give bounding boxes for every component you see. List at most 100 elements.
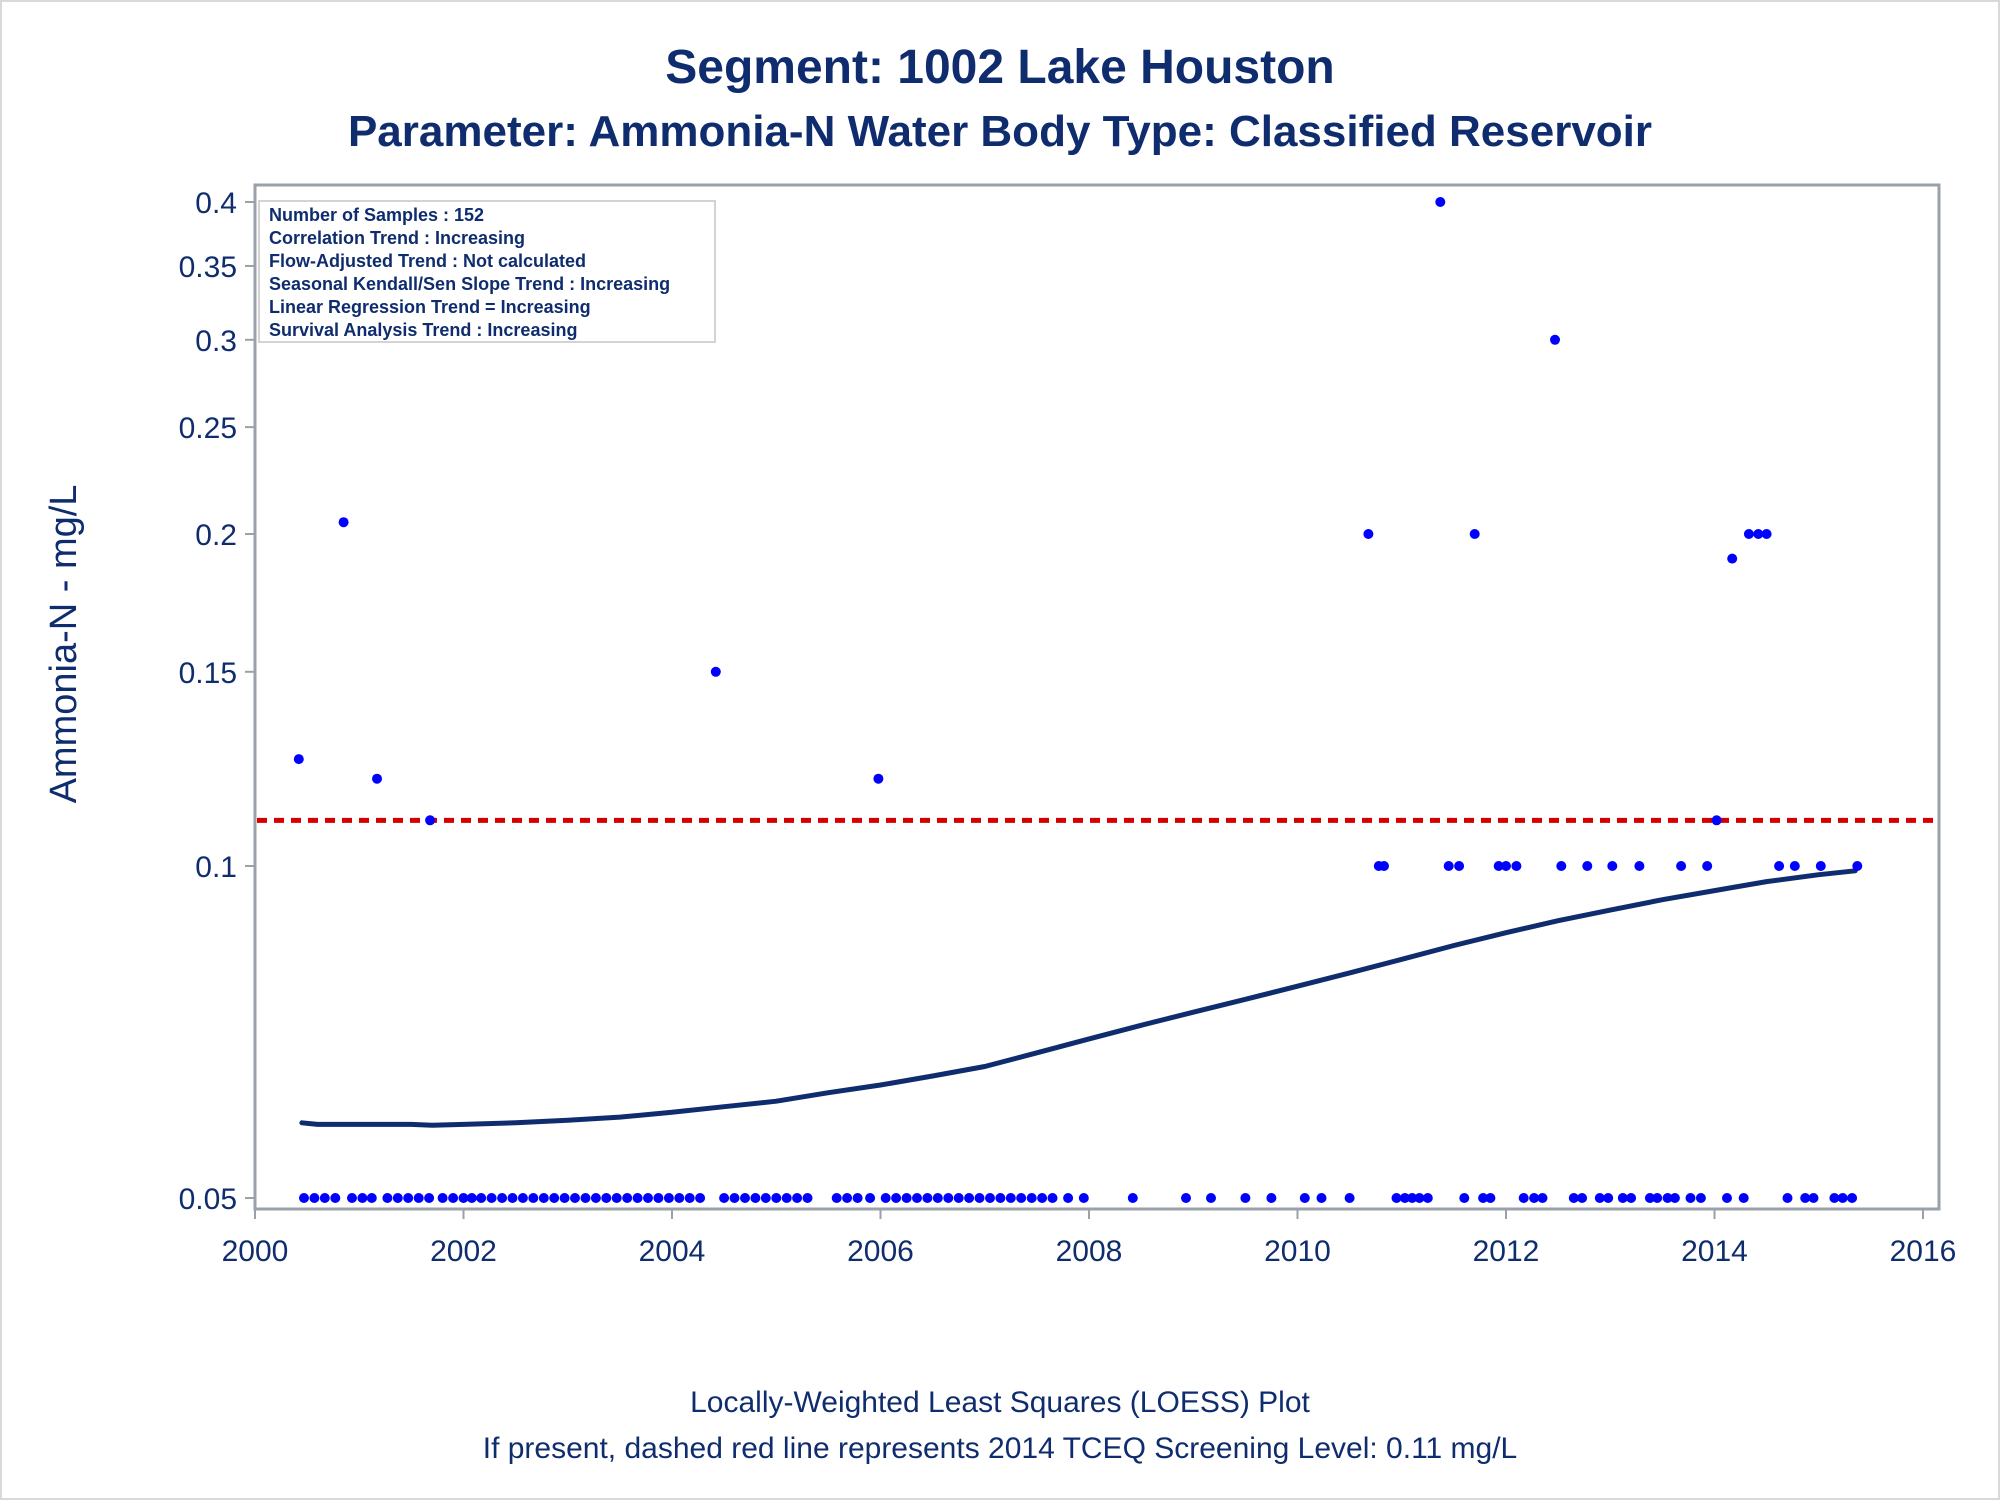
data-point [1789,861,1800,871]
inset-line-samples: Number of Samples : 152 [269,205,484,225]
data-point [1529,1193,1540,1203]
data-point [1695,1193,1706,1203]
data-point [684,1193,695,1203]
data-point [1063,1193,1074,1203]
data-point [740,1193,750,1203]
x-tick-label: 2010 [1264,1235,1331,1268]
loess-layer [299,868,1858,1128]
data-point [1459,1193,1470,1203]
data-point [1391,1193,1402,1203]
data-point [901,1193,912,1203]
data-point [964,1193,975,1203]
data-point [1047,1193,1058,1203]
data-point [922,1193,933,1203]
data-point [1774,861,1785,871]
data-point [1206,1193,1216,1203]
data-point [392,1193,403,1203]
data-point [476,1193,487,1203]
data-point [1582,861,1593,871]
data-point [549,1193,560,1203]
data-point [1607,861,1618,871]
data-point [1722,1193,1732,1203]
data-point [974,1193,985,1203]
data-point [293,754,304,765]
data-point [1685,1193,1696,1203]
data-point [842,1193,853,1203]
data-point [517,1193,528,1203]
data-point [1511,861,1522,871]
data-point [1016,1193,1027,1203]
x-tick-label: 2002 [430,1235,497,1268]
data-point [1518,1193,1529,1203]
data-point [372,773,382,784]
data-point [580,1193,591,1203]
data-point [486,1193,497,1203]
y-axis-label: Ammonia-N - mg/L [43,485,85,804]
data-point [729,1193,740,1203]
data-point [1782,1193,1793,1203]
data-point [865,1193,876,1203]
data-point [1550,334,1560,345]
data-point [1037,1193,1048,1203]
chart-subtitle: Parameter: Ammonia-N Water Body Type: Cl… [348,107,1652,156]
data-point [792,1193,803,1203]
data-point [1363,529,1374,539]
data-point [1577,1193,1588,1203]
data-point [1407,1193,1418,1203]
data-point [1808,1193,1819,1203]
data-point [1266,1193,1277,1203]
inset-line-survival: Survival Analysis Trend : Increasing [269,320,577,340]
data-point [1626,1193,1637,1203]
data-point [437,1193,448,1203]
data-point [403,1193,414,1203]
data-point [1753,529,1764,539]
data-point [1501,861,1511,871]
data-point [1240,1193,1251,1203]
data-point [995,1193,1006,1203]
data-point [1837,1193,1848,1203]
data-point [1634,861,1645,871]
points-layer [293,197,1863,1203]
data-point [1652,1193,1663,1203]
data-point [497,1193,508,1203]
data-point [357,1193,368,1203]
y-tick-label: 0.1 [195,851,237,884]
data-point [1478,1193,1489,1203]
data-point [1181,1193,1191,1203]
data-point [632,1193,643,1203]
x-tick-label: 2014 [1681,1235,1748,1268]
data-point [1594,1193,1605,1203]
data-point [1556,861,1567,871]
data-point [330,1193,341,1203]
data-point [611,1193,622,1203]
y-tick-label: 0.2 [195,519,237,552]
data-point [458,1193,469,1203]
data-point [338,517,349,528]
y-tick-label: 0.35 [179,251,237,284]
data-point [802,1193,813,1203]
y-tick-label: 0.15 [179,657,237,690]
data-point [1852,861,1863,871]
data-point [366,1193,377,1203]
data-point [1078,1193,1089,1203]
x-tick-label: 2004 [639,1235,706,1268]
data-point [912,1193,922,1203]
data-point [674,1193,685,1203]
data-point [1127,1193,1138,1203]
data-point [1344,1193,1355,1203]
plot-area [253,183,1941,1211]
data-point [1454,861,1465,871]
data-point [873,773,884,784]
y-tick-label: 0.25 [179,412,237,445]
data-point [1414,1193,1425,1203]
data-point [1761,529,1772,539]
inset-line-linear-regression: Linear Regression Trend = Increasing [269,297,591,317]
data-point [653,1193,664,1203]
data-point [1829,1193,1840,1203]
data-point [507,1193,518,1203]
x-tick-label: 2006 [847,1235,914,1268]
data-point [347,1193,357,1203]
y-tick-label: 0.3 [195,325,237,358]
data-point [880,1193,891,1203]
data-point [559,1193,570,1203]
